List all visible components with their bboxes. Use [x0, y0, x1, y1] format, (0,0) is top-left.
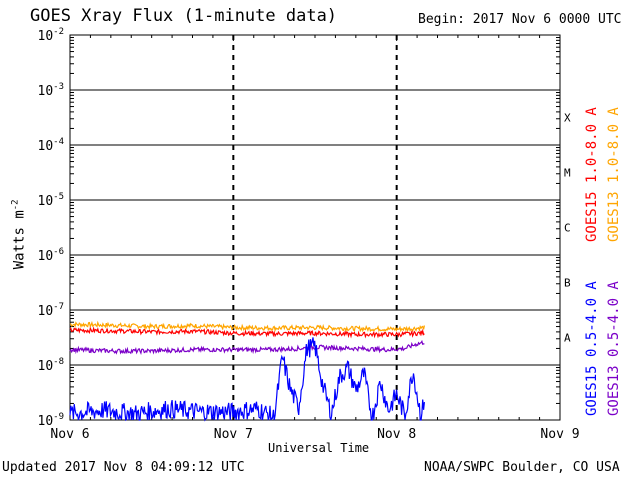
updated-timestamp: Updated 2017 Nov 8 04:09:12 UTC [2, 460, 245, 475]
legend-goes13-short: GOES13 0.5-4.0 A [606, 281, 622, 416]
series-line [69, 339, 425, 356]
credit-text: NOAA/SWPC Boulder, CO USA [424, 460, 620, 475]
legend-goes15-short: GOES15 0.5-4.0 A [584, 281, 600, 416]
flare-class-label: C [564, 222, 571, 235]
series-line [69, 326, 425, 339]
flare-class-label: X [564, 112, 571, 125]
x-tick-label: Nov 6 [50, 427, 89, 442]
x-tick-label: Nov 9 [540, 427, 579, 442]
flare-class-label: M [564, 167, 571, 180]
chart-title: GOES Xray Flux (1-minute data) [30, 6, 338, 26]
y-tick-label: 10-7 [38, 302, 65, 319]
series-line [69, 320, 425, 333]
x-axis-label: Universal Time [268, 441, 370, 455]
y-tick-label: 10-6 [38, 247, 65, 264]
plot-frame [69, 34, 561, 421]
begin-time: Begin: 2017 Nov 6 0000 UTC [418, 12, 622, 27]
x-tick-label: Nov 8 [377, 427, 416, 442]
y-tick-label: 10-4 [38, 137, 65, 154]
legend-goes13-long: GOES13 1.0-8.0 A [606, 107, 622, 242]
y-tick-label: 10-3 [38, 82, 65, 99]
flare-class-label: A [564, 332, 571, 345]
flare-class-label: B [564, 277, 571, 290]
series-line [69, 337, 425, 422]
x-tick-label: Nov 7 [214, 427, 253, 442]
legend-goes15-long: GOES15 1.0-8.0 A [584, 107, 600, 242]
y-tick-label: 10-8 [38, 357, 65, 374]
y-tick-label: 10-5 [38, 192, 65, 209]
y-tick-label: 10-2 [38, 27, 65, 44]
